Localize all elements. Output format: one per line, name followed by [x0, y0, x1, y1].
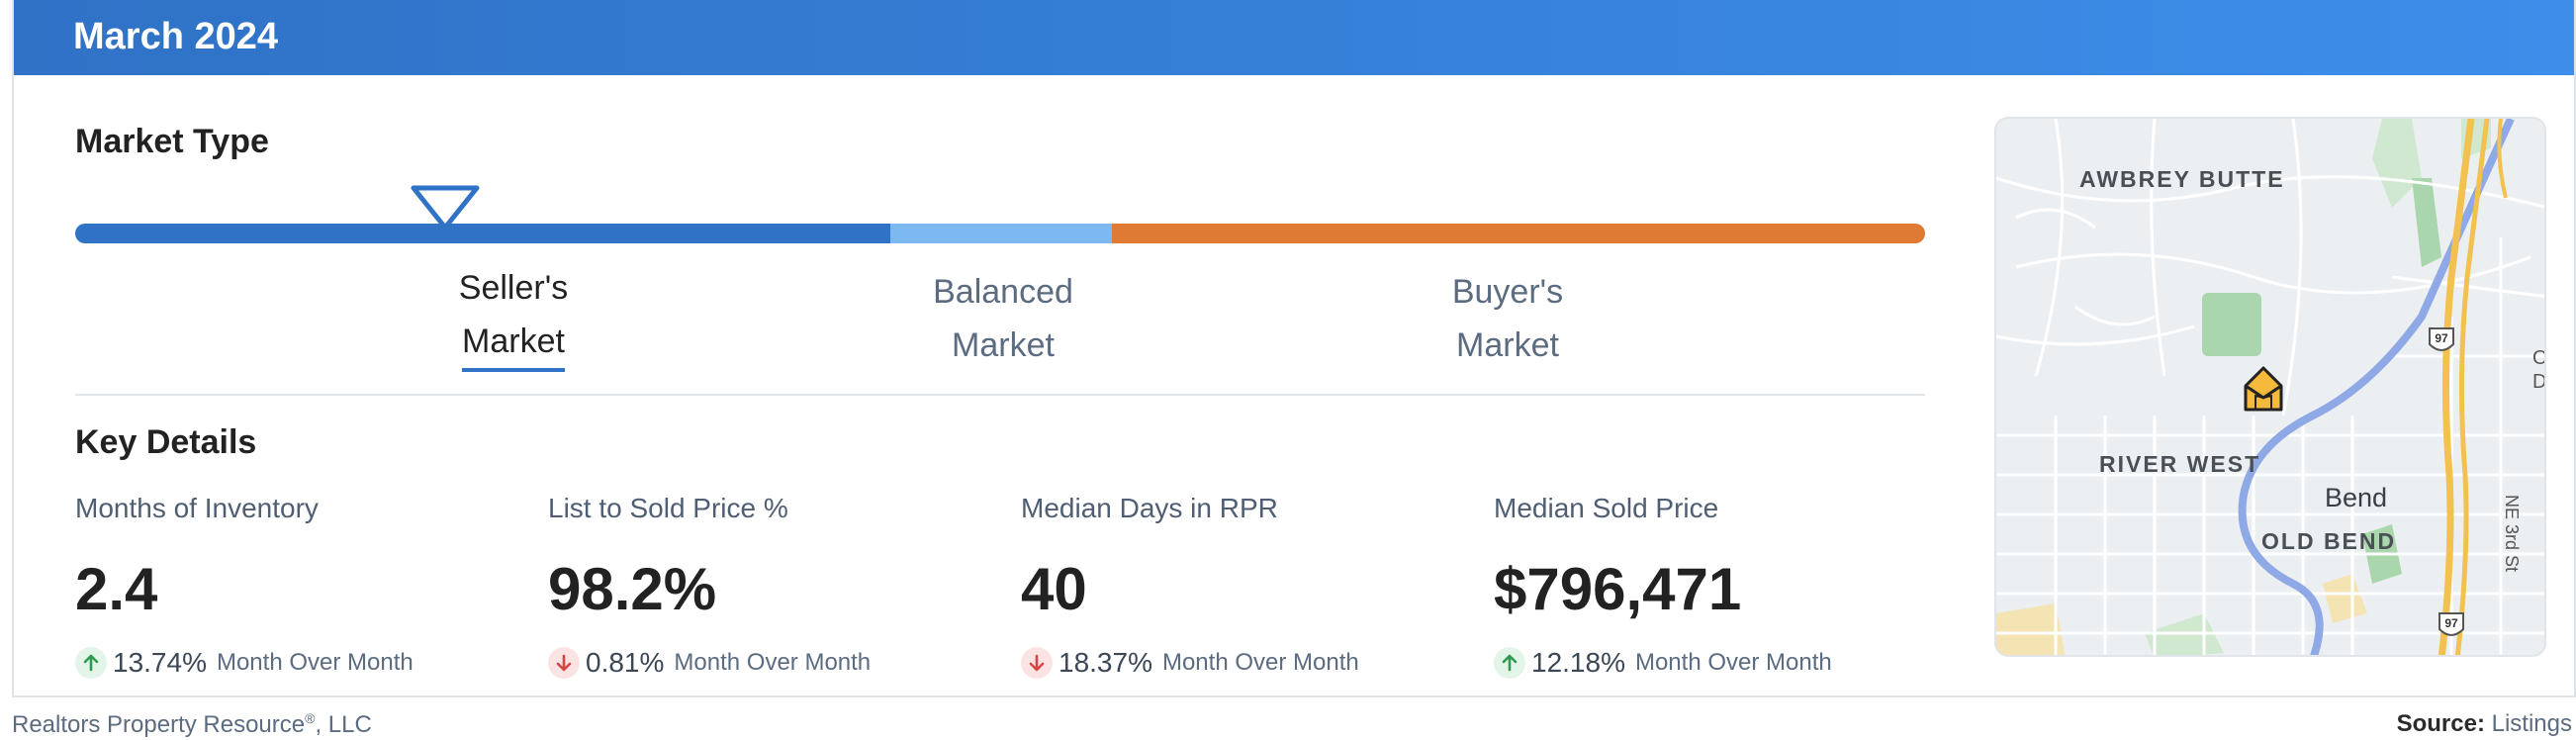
stat-months-of-inventory: Months of Inventory 2.4 13.74% Month Ove… — [75, 491, 530, 681]
stat-change: 0.81% Month Over Month — [548, 645, 1003, 681]
change-period: Month Over Month — [216, 649, 414, 676]
market-type-seller[interactable]: Seller's Market — [429, 261, 598, 372]
market-type-buyer[interactable]: Buyer's Market — [1419, 265, 1597, 372]
stat-value: 2.4 — [75, 556, 158, 622]
balanced-line2: Market — [952, 326, 1055, 364]
stat-change: 13.74% Month Over Month — [75, 645, 530, 681]
card-header: March 2024 — [14, 0, 2574, 75]
section-divider — [75, 394, 1925, 396]
seller-line2: Market — [462, 323, 565, 360]
source-value: Listings — [2491, 710, 2572, 737]
market-card: March 2024 Market Type Seller's Market B… — [12, 0, 2576, 697]
stat-label: Months of Inventory — [75, 493, 319, 523]
arrow-up-icon — [75, 647, 107, 679]
change-percent: 13.74% — [113, 647, 207, 678]
active-underline — [462, 368, 565, 372]
arrow-down-icon — [1021, 647, 1053, 679]
change-percent: 0.81% — [586, 647, 665, 678]
map-label-old-bend: OLD BEND — [2261, 528, 2397, 554]
map-canvas: 97 97 — [1996, 119, 2544, 655]
market-indicator-icon — [411, 185, 480, 231]
market-type-title: Market Type — [75, 123, 269, 160]
key-details-title: Key Details — [75, 423, 257, 461]
balanced-line1: Balanced — [933, 273, 1073, 311]
change-period: Month Over Month — [674, 649, 872, 676]
footer-company: Realtors Property Resource®, LLC — [12, 710, 372, 738]
change-period: Month Over Month — [1634, 649, 1832, 676]
home-marker-icon — [2244, 366, 2283, 412]
stat-value: $796,471 — [1494, 556, 1742, 622]
footer-source: Source: Listings — [2397, 710, 2572, 738]
change-percent: 18.37% — [1058, 647, 1152, 678]
stat-change: 18.37% Month Over Month — [1021, 645, 1476, 681]
map-label-river-west: RIVER WEST — [2099, 451, 2261, 477]
location-map[interactable]: 97 97 AWBREY BUTTE RIVER WEST OLD BEND B… — [1994, 117, 2546, 657]
map-city-label: Bend — [2325, 483, 2388, 512]
stat-list-to-sold: List to Sold Price % 98.2% 0.81% Month O… — [548, 491, 1003, 681]
source-label: Source: — [2396, 710, 2485, 737]
buyer-line1: Buyer's — [1451, 273, 1564, 311]
stat-value: 98.2% — [548, 556, 717, 622]
stat-label: Median Sold Price — [1494, 493, 1719, 523]
arrow-down-icon — [548, 647, 580, 679]
highway-shield-icon: 97 — [2429, 327, 2454, 351]
stat-median-sold-price: Median Sold Price $796,471 12.18% Month … — [1494, 491, 1949, 681]
market-type-balanced[interactable]: Balanced Market — [914, 265, 1092, 372]
meter-seller-segment — [75, 224, 890, 243]
change-percent: 12.18% — [1531, 647, 1625, 678]
stat-label: Median Days in RPR — [1021, 493, 1278, 523]
stat-median-days: Median Days in RPR 40 18.37% Month Over … — [1021, 491, 1476, 681]
map-label-awbrey-butte: AWBREY BUTTE — [2079, 166, 2285, 192]
seller-line1: Seller's — [458, 269, 569, 307]
meter-buyer-segment — [1112, 224, 1925, 243]
svg-text:97: 97 — [2435, 331, 2448, 345]
change-period: Month Over Month — [1161, 649, 1359, 676]
meter-balanced-segment — [890, 224, 1112, 243]
header-title: March 2024 — [73, 16, 279, 57]
arrow-up-icon — [1494, 647, 1525, 679]
stat-label: List to Sold Price % — [548, 493, 788, 523]
buyer-line2: Market — [1456, 326, 1559, 364]
map-street-label: NE 3rd St — [2502, 495, 2522, 573]
svg-text:97: 97 — [2444, 616, 2458, 630]
stat-value: 40 — [1021, 556, 1087, 622]
map-edge-text: O D — [2532, 347, 2546, 393]
highway-shield-icon: 97 — [2438, 612, 2464, 636]
market-type-meter — [75, 224, 1925, 243]
stat-change: 12.18% Month Over Month — [1494, 645, 1949, 681]
